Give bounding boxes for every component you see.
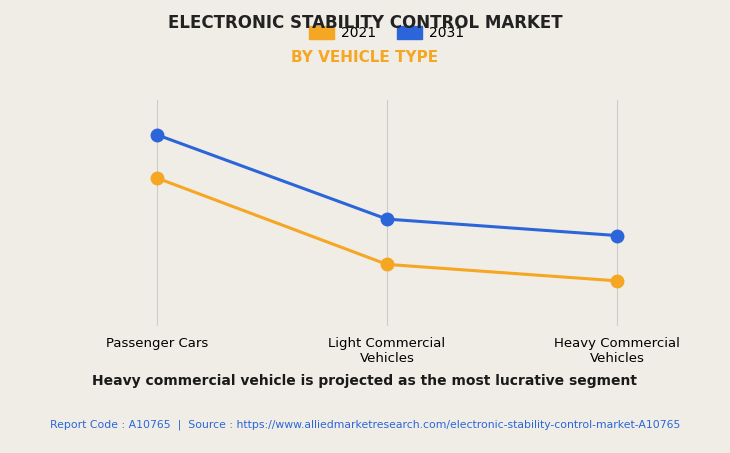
Text: BY VEHICLE TYPE: BY VEHICLE TYPE [291, 50, 439, 65]
Line: 2031: 2031 [150, 128, 623, 242]
Text: Heavy commercial vehicle is projected as the most lucrative segment: Heavy commercial vehicle is projected as… [93, 374, 637, 388]
Legend: 2021, 2031: 2021, 2031 [304, 20, 470, 46]
Line: 2021: 2021 [150, 172, 623, 287]
2021 [612, 278, 621, 284]
2021 [153, 175, 161, 181]
Text: ELECTRONIC STABILITY CONTROL MARKET: ELECTRONIC STABILITY CONTROL MARKET [168, 14, 562, 32]
2031 [153, 132, 161, 137]
2031 [612, 233, 621, 238]
Text: Report Code : A10765  |  Source : https://www.alliedmarketresearch.com/electroni: Report Code : A10765 | Source : https://… [50, 419, 680, 429]
2021 [383, 262, 391, 267]
2031 [383, 217, 391, 222]
